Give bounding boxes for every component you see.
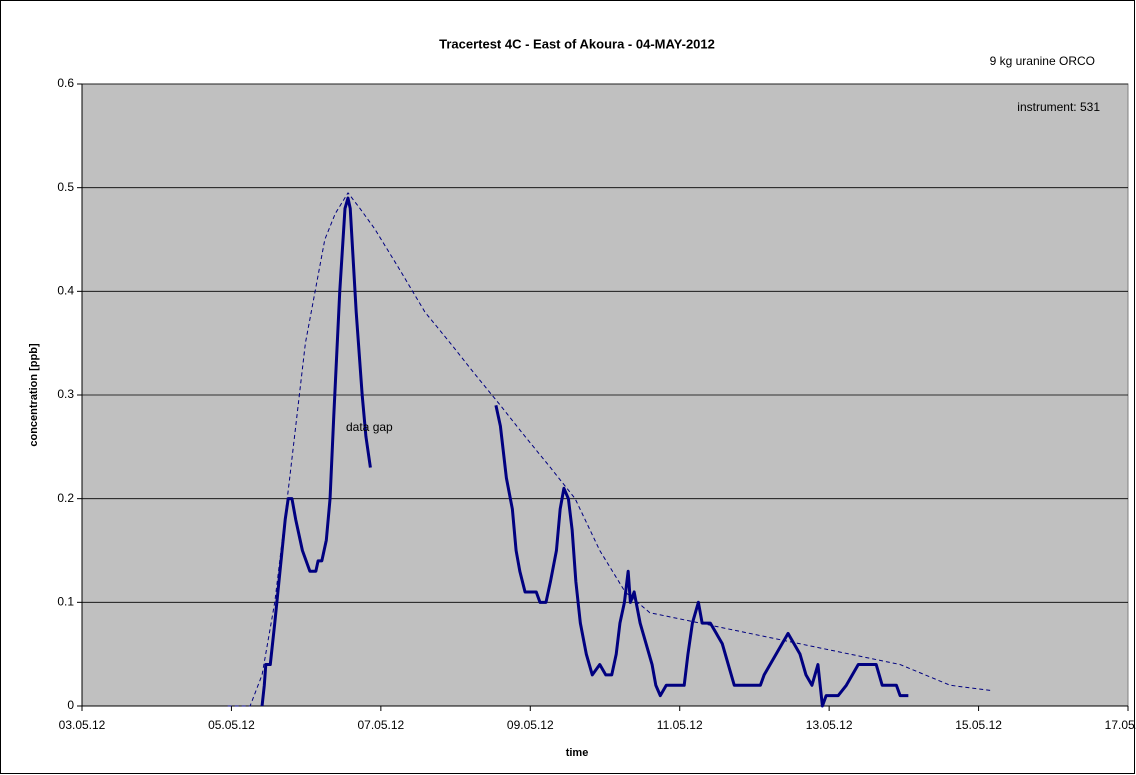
y-axis-label: concentration [ppb]: [28, 343, 40, 447]
x-tick-label: 15.05.12: [955, 718, 1002, 732]
annotation: data gap: [346, 420, 393, 434]
x-tick-label: 17.05.12: [1105, 718, 1136, 732]
x-tick-label: 05.05.12: [208, 718, 255, 732]
y-tick-label: 0.2: [57, 491, 74, 505]
y-tick-label: 0.5: [57, 180, 74, 194]
x-axis-label: time: [566, 747, 589, 759]
x-tick-label: 11.05.12: [657, 718, 703, 732]
y-tick-label: 0.6: [57, 76, 74, 90]
y-tick-label: 0.3: [57, 387, 74, 401]
x-tick-label: 03.05.12: [59, 718, 106, 732]
y-tick-label: 0: [67, 698, 74, 712]
x-tick-label: 09.05.12: [507, 718, 554, 732]
y-tick-label: 0.1: [57, 595, 74, 609]
series-line: [227, 192, 991, 707]
y-tick-label: 0.4: [57, 284, 74, 298]
series-line: [260, 196, 909, 708]
x-tick-label: 13.05.12: [806, 718, 853, 732]
annotation: instrument: 531: [1017, 100, 1100, 114]
x-tick-label: 07.05.12: [357, 718, 404, 732]
subtitle: 9 kg uranine ORCO: [990, 54, 1095, 68]
chart-title: Tracertest 4C - East of Akoura - 04-MAY-…: [439, 36, 715, 51]
